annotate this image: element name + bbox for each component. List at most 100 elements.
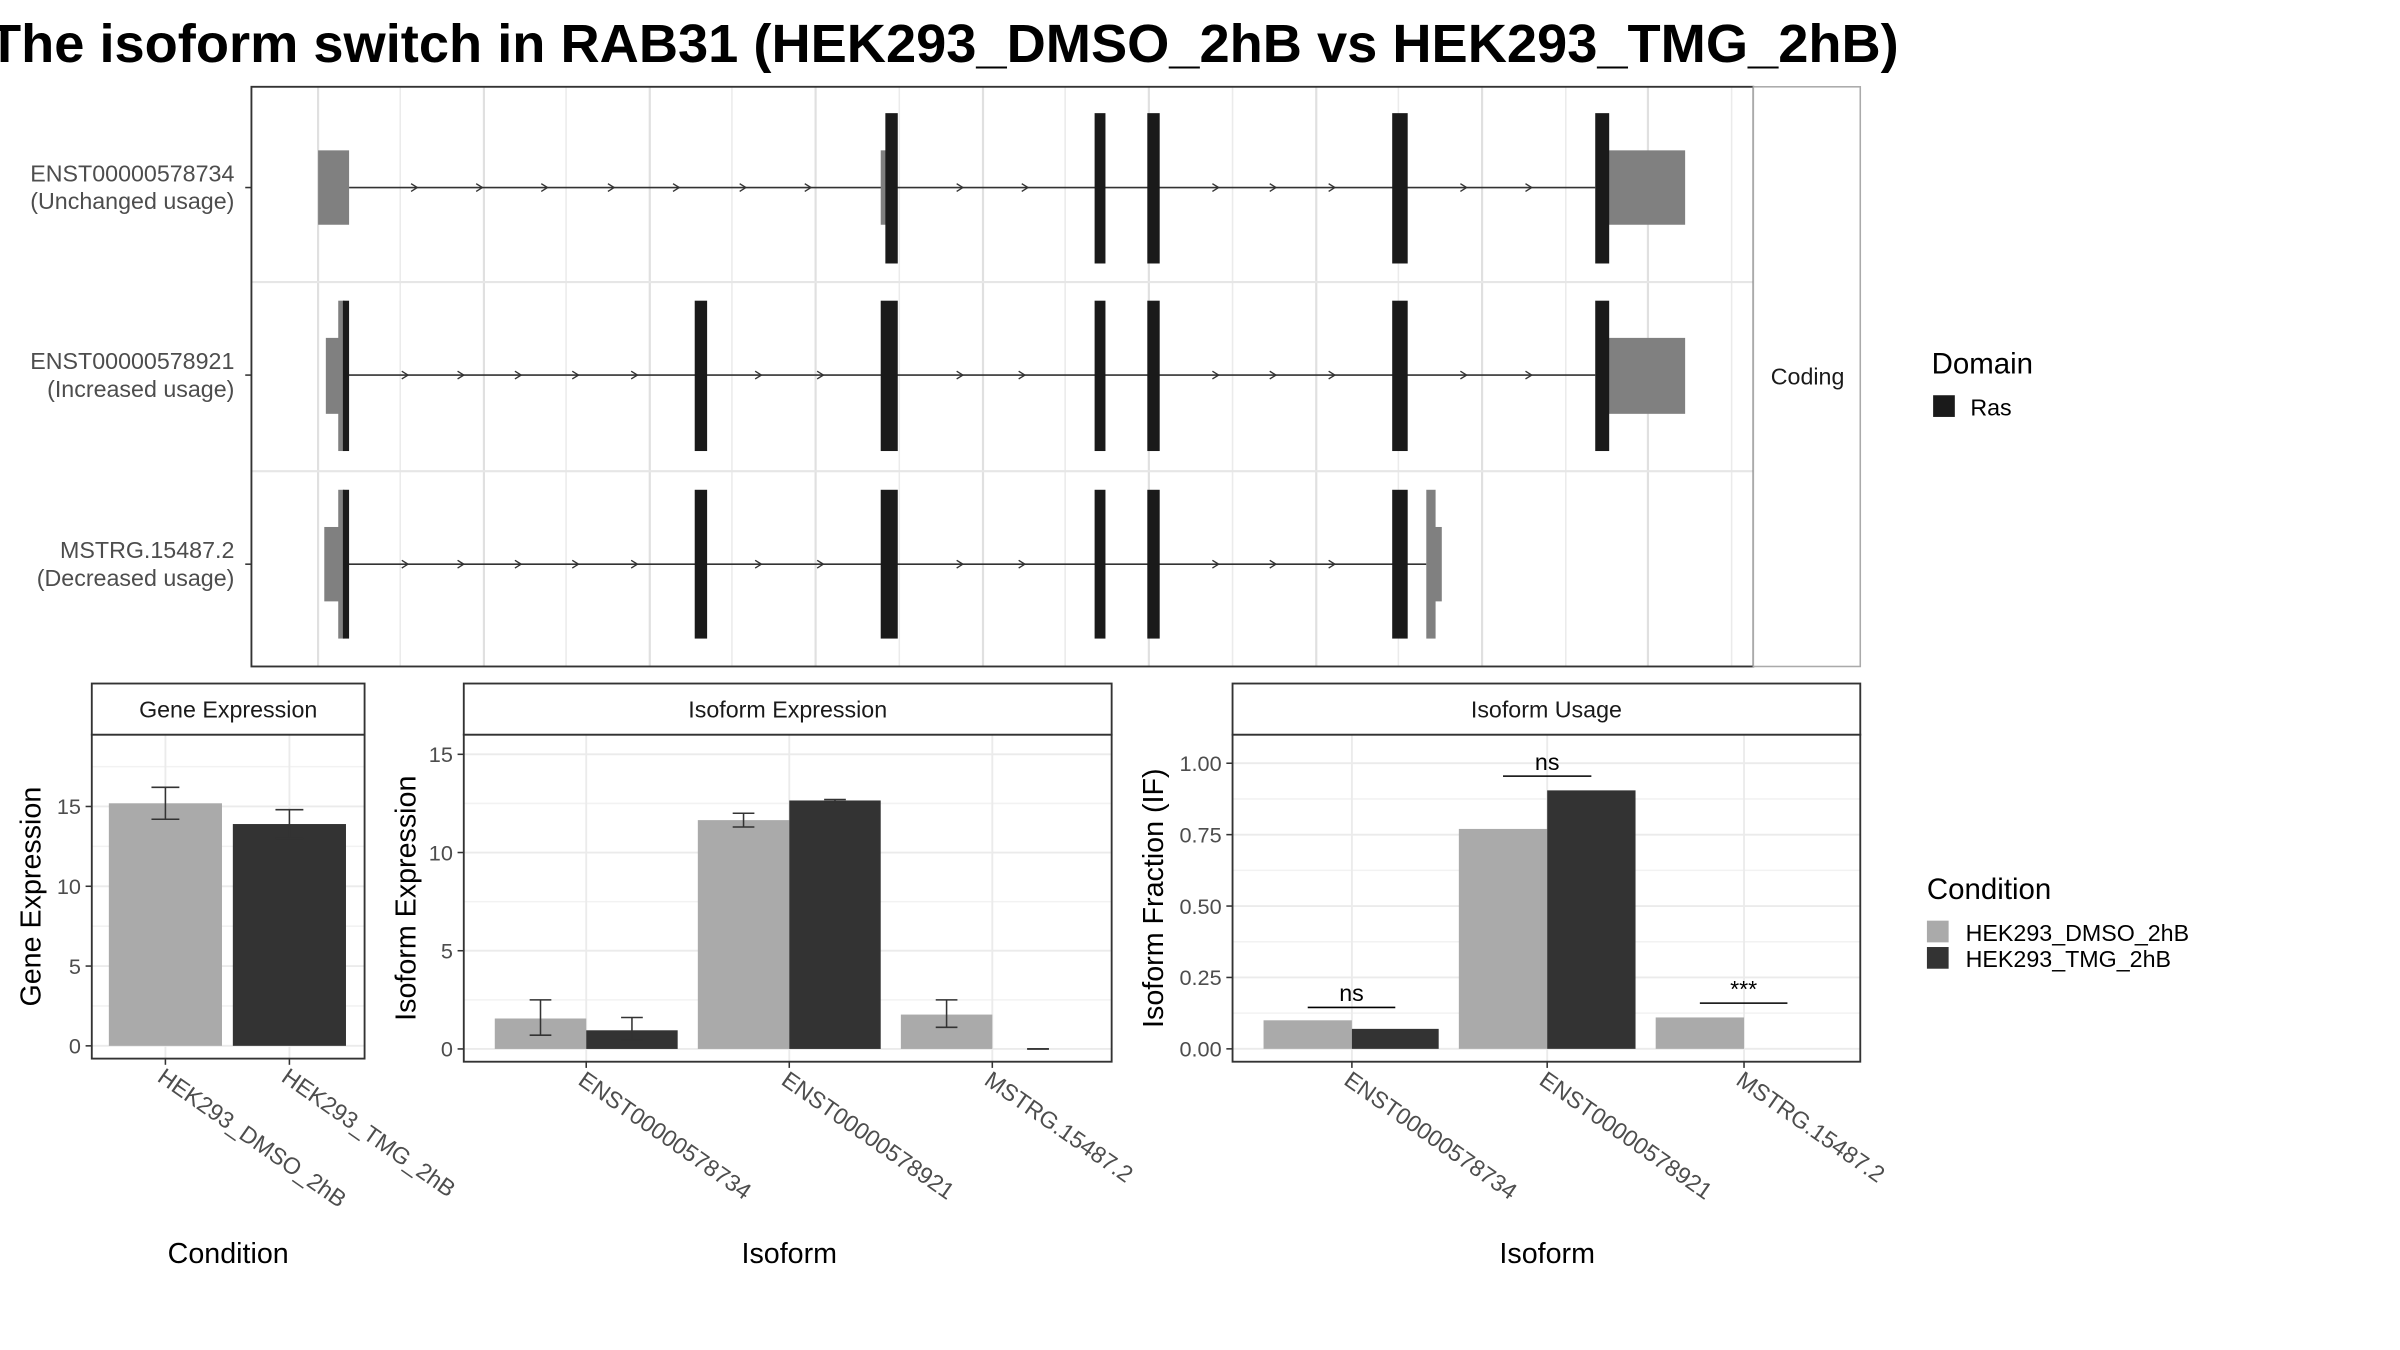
y-tick-label: 15 (57, 794, 81, 819)
intron-direction-arrow (1525, 370, 1534, 380)
transcript-usage-label: (Increased usage) (47, 376, 234, 402)
transcript-row-MSTRG.15487.2 (324, 489, 1442, 639)
domain-legend-key (1933, 395, 1955, 417)
intron-direction-arrow (571, 559, 580, 569)
coding-strip-label: Coding (1771, 363, 1845, 389)
intron-direction-arrow (1212, 370, 1220, 380)
significance-label: ns (1339, 980, 1364, 1006)
y-tick-label: 1.00 (1179, 751, 1221, 776)
intron-direction-arrow (1328, 559, 1337, 569)
exon-utr (338, 300, 345, 452)
x-tick-label: MSTRG.15487.2 (1732, 1066, 1890, 1187)
x-axis-title: Isoform (1499, 1238, 1595, 1270)
transcript-row-ENST00000578921 (325, 300, 1686, 452)
bar-ENST00000578921-HEK293_DMSO_2hB (697, 820, 790, 1049)
facet-strip (462, 682, 1113, 736)
exon-ras-domain (1147, 489, 1160, 639)
intron-direction-arrow (1212, 559, 1220, 569)
intron-direction-arrow (672, 183, 681, 193)
intron-direction-arrow (457, 370, 466, 380)
x-tick-label: MSTRG.15487.2 (980, 1066, 1138, 1187)
chart-isoform-expression: Isoform Expression 0 5 10 15 ENST00000578734 E… (391, 682, 1138, 1270)
domain-legend-title: Domain (1932, 348, 2033, 381)
intron-direction-arrow (410, 183, 419, 193)
intron-direction-arrow (754, 370, 763, 380)
chart-isoform-usage: ns ns *** Isoform Usage 0.00 0.25 0.50 0.75 1.00… (1138, 682, 1890, 1270)
facet-strip-title: Isoform Expression (688, 697, 887, 723)
exon-ras-domain (694, 489, 708, 639)
intron-direction-arrow (457, 559, 466, 569)
intron-direction-arrow (739, 183, 748, 193)
y-tick-label: 0 (69, 1034, 81, 1059)
domain-legend-label: Ras (1970, 394, 2011, 420)
condition-legend-label: HEK293_TMG_2hB (1966, 946, 2171, 972)
exon-utr (1601, 337, 1686, 414)
transcript-usage-label: (Unchanged usage) (30, 188, 234, 214)
condition-legend-label: HEK293_DMSO_2hB (1966, 920, 2189, 946)
bar-HEK293_DMSO_2hB (108, 803, 222, 1046)
bar-ENST00000578921-HEK293_TMG_2hB (789, 800, 881, 1049)
condition-legend-key (1926, 920, 1949, 943)
intron-direction-arrow (1525, 183, 1534, 193)
figure-title: The isoform switch in RAB31 (HEK293_DMSO… (0, 14, 1899, 74)
bar-ENST00000578734-HEK293_DMSO_2hB (1263, 1020, 1352, 1049)
intron-direction-arrow (754, 559, 763, 569)
legends: Domain Ras Condition HEK293_DMSO_2hBHEK293_… (1926, 348, 2189, 972)
exon-ras-domain (1094, 300, 1106, 452)
condition-legend-key (1926, 947, 1949, 969)
chart-gene-expression: Gene Expression051015HEK293_DMSO_2hBHEK2… (16, 682, 460, 1270)
coding-strip (1752, 86, 1862, 668)
intron-direction-arrow (956, 559, 965, 569)
facet-strip-title: Gene Expression (139, 697, 317, 723)
transcript-usage-label: (Decreased usage) (37, 565, 235, 591)
exon-ras-domain (342, 300, 350, 452)
facet-strip (1231, 682, 1862, 736)
y-tick-label: 10 (429, 840, 453, 865)
x-tick-label: ENST00000578734 (1340, 1066, 1522, 1204)
intron-direction-arrow (1460, 370, 1468, 380)
exon-ras-domain (1392, 300, 1408, 452)
bar-ENST00000578921-HEK293_TMG_2hB (1547, 790, 1636, 1049)
exon-utr (1426, 489, 1436, 639)
bar-MSTRG.15487.2-HEK293_DMSO_2hB (1655, 1017, 1745, 1049)
exon-ras-domain (342, 489, 350, 639)
y-axis-title: Gene Expression (16, 787, 48, 1007)
exon-ras-domain (1094, 489, 1106, 639)
intron-direction-arrow (571, 370, 580, 380)
intron-direction-arrow (540, 183, 549, 193)
exon-ras-domain (1094, 113, 1106, 264)
y-tick-label: 5 (69, 954, 81, 979)
exon-ras-domain (694, 300, 708, 452)
exon-utr (325, 337, 342, 414)
exon-utr (338, 489, 345, 639)
intron-direction-arrow (1018, 559, 1027, 569)
bar-HEK293_TMG_2hB (232, 824, 346, 1046)
intron-direction-arrow (401, 370, 410, 380)
x-axis-title: Condition (168, 1238, 289, 1270)
exon-utr (880, 150, 887, 225)
intron-direction-arrow (956, 370, 965, 380)
exon-utr (1601, 150, 1686, 225)
intron-direction-arrow (1269, 370, 1278, 380)
exon-ras-domain (1392, 113, 1408, 264)
transcript-structure-panel: Coding ENST00000578734(Unchanged usage) EN… (30, 85, 1862, 668)
y-axis-title: Isoform Fraction (IF) (1138, 768, 1170, 1028)
y-tick-label: 0 (441, 1037, 453, 1062)
significance-label: ns (1535, 749, 1560, 775)
intron-direction-arrow (1018, 370, 1027, 380)
x-tick-label: ENST00000578921 (777, 1066, 959, 1204)
intron-direction-arrow (816, 370, 825, 380)
intron-direction-arrow (1021, 183, 1030, 193)
intron-direction-arrow (630, 559, 639, 569)
intron-direction-arrow (514, 559, 523, 569)
x-tick-label: ENST00000578921 (1535, 1066, 1717, 1204)
intron-direction-arrow (1328, 370, 1337, 380)
condition-legend-title: Condition (1927, 873, 2051, 906)
facet-strip (90, 682, 366, 736)
y-tick-label: 5 (441, 938, 453, 963)
expression-bar-charts: Gene Expression051015HEK293_DMSO_2hBHEK2… (16, 682, 1890, 1270)
intron-direction-arrow (1328, 183, 1337, 193)
transcript-label: ENST00000578734 (30, 160, 234, 186)
intron-direction-arrow (804, 183, 813, 193)
intron-direction-arrow (630, 370, 639, 380)
